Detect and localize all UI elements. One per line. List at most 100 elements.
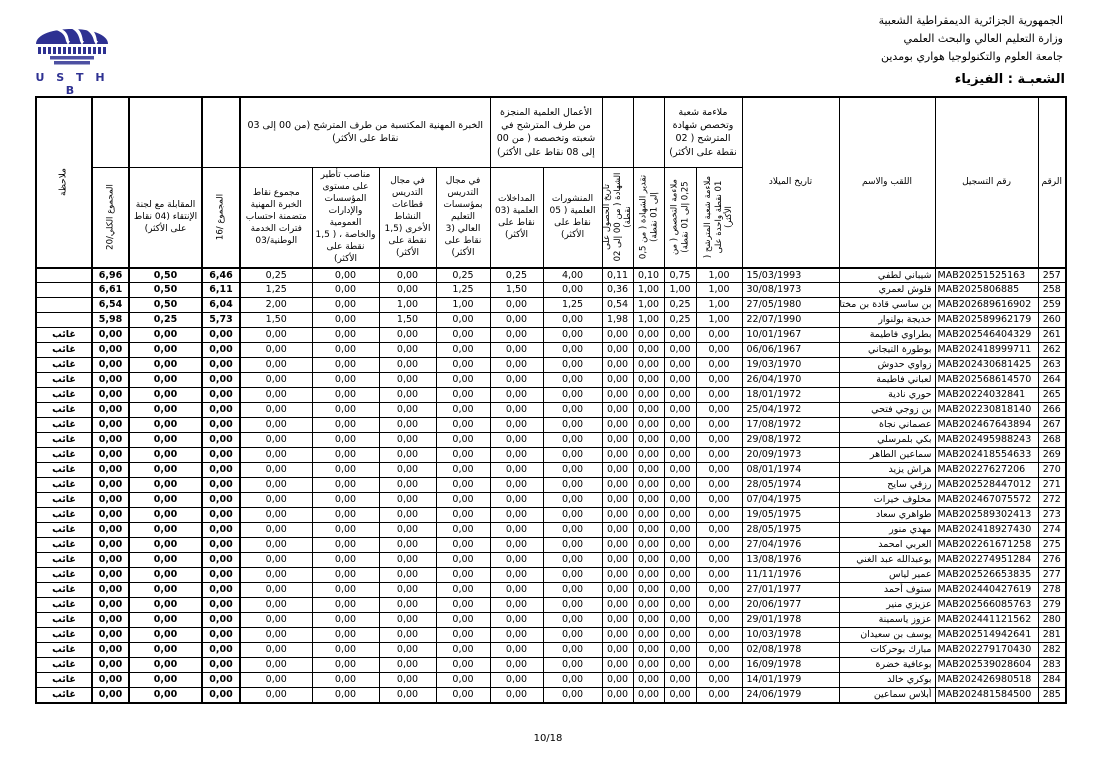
cell-note: غائب xyxy=(35,597,93,614)
cell-score: 0,00 xyxy=(378,657,437,674)
cell-score: 0,00 xyxy=(311,597,380,614)
cell-score: 0,00 xyxy=(239,672,313,689)
empty-header-degree-date xyxy=(601,96,634,168)
cell-num: 272 xyxy=(1037,492,1067,509)
cell-score: 0,00 xyxy=(239,567,313,584)
cell-total20: 0,00 xyxy=(91,567,130,584)
cell-score: 0,00 xyxy=(239,402,313,419)
cell-score: 0,00 xyxy=(489,567,544,584)
cell-score: 0,54 xyxy=(601,297,634,314)
cell-score: 1,25 xyxy=(435,282,491,299)
empty-header-degree-grade xyxy=(632,96,665,168)
cell-total16: 0,00 xyxy=(201,372,241,389)
cell-note: غائب xyxy=(35,477,93,494)
cell-total20: 0,00 xyxy=(91,612,130,629)
cell-score: 0,00 xyxy=(663,672,697,689)
cell-birth: 26/04/1970 xyxy=(741,372,840,389)
cell-interview: 0,00 xyxy=(128,492,203,509)
cell-reg: MAB202441121562 xyxy=(934,612,1039,629)
table-row: 282 MAB202279170430 مبارك بوحركات 02/08/197… xyxy=(35,642,1067,659)
cell-score: 0,00 xyxy=(378,522,437,539)
cell-interview: 0,00 xyxy=(128,627,203,644)
cell-score: 0,00 xyxy=(632,372,665,389)
cell-score: 0,00 xyxy=(601,567,634,584)
table-body: 257 MAB20251525163 شيباني لطفي 15/03/1993 1,… xyxy=(35,267,1067,704)
cell-score: 0,00 xyxy=(695,537,743,554)
cell-score: 0,00 xyxy=(663,627,697,644)
cell-score: 0,00 xyxy=(489,447,544,464)
cell-score: 0,00 xyxy=(632,582,665,599)
cell-score: 0,00 xyxy=(378,417,437,434)
cell-score: 0,00 xyxy=(311,507,380,524)
cell-score: 0,00 xyxy=(695,432,743,449)
cell-score: 0,00 xyxy=(632,447,665,464)
cell-name: مخلوف خيرات xyxy=(838,492,936,509)
cell-score: 0,00 xyxy=(239,492,313,509)
cell-score: 1,00 xyxy=(695,282,743,299)
cell-total16: 6,11 xyxy=(201,282,241,299)
cell-note: غائب xyxy=(35,627,93,644)
cell-note: غائب xyxy=(35,357,93,374)
cell-total16: 0,00 xyxy=(201,447,241,464)
cell-score: 0,00 xyxy=(435,447,491,464)
cell-score: 0,00 xyxy=(435,567,491,584)
cell-score: 0,00 xyxy=(239,462,313,479)
cell-interview: 0,00 xyxy=(128,477,203,494)
cell-score: 0,00 xyxy=(239,552,313,569)
cell-score: 0,36 xyxy=(601,282,634,299)
cell-note xyxy=(35,282,93,299)
cell-score: 0,00 xyxy=(311,447,380,464)
cell-total20: 0,00 xyxy=(91,657,130,674)
cell-score: 0,11 xyxy=(601,267,634,284)
cell-score: 0,00 xyxy=(695,507,743,524)
cell-score: 0,00 xyxy=(311,642,380,659)
cell-score: 0,00 xyxy=(489,522,544,539)
cell-score: 0,00 xyxy=(435,432,491,449)
col-header-degree-date: تاريخ الحصول على الشهادة ( من 00 إلى 02 … xyxy=(601,166,634,269)
table-row: 278 MAB202440427619 ستوف أحمد 27/01/1977 0,0… xyxy=(35,582,1067,599)
cell-birth: 06/06/1967 xyxy=(741,342,840,359)
cell-birth: 17/08/1972 xyxy=(741,417,840,434)
cell-birth: 29/08/1972 xyxy=(741,432,840,449)
cell-score: 0,00 xyxy=(695,357,743,374)
cell-interview: 0,00 xyxy=(128,447,203,464)
cell-score: 0,10 xyxy=(632,267,665,284)
cell-name: عمير لياس xyxy=(838,567,936,584)
cell-score: 0,00 xyxy=(542,597,603,614)
cell-name: مبارك بوحركات xyxy=(838,642,936,659)
cell-note: غائب xyxy=(35,327,93,344)
cell-note: غائب xyxy=(35,552,93,569)
cell-score: 0,00 xyxy=(601,552,634,569)
cell-score: 0,00 xyxy=(632,642,665,659)
cell-score: 0,00 xyxy=(542,372,603,389)
cell-num: 280 xyxy=(1037,612,1067,629)
cell-score: 0,00 xyxy=(601,642,634,659)
cell-score: 0,00 xyxy=(632,672,665,689)
cell-birth: 20/09/1973 xyxy=(741,447,840,464)
cell-score: 1,00 xyxy=(378,297,437,314)
cell-reg: MAB202467643894 xyxy=(934,417,1039,434)
cell-num: 277 xyxy=(1037,567,1067,584)
cell-note: غائب xyxy=(35,447,93,464)
cell-total16: 0,00 xyxy=(201,477,241,494)
cell-score: 0,00 xyxy=(542,657,603,674)
cell-num: 266 xyxy=(1037,402,1067,419)
cell-score: 1,00 xyxy=(632,282,665,299)
cell-interview: 0,00 xyxy=(128,582,203,599)
cell-score: 0,00 xyxy=(311,687,380,704)
cell-name: بوكري خالد xyxy=(838,672,936,689)
cell-score: 0,00 xyxy=(542,327,603,344)
cell-score: 0,00 xyxy=(239,627,313,644)
cell-score: 0,00 xyxy=(239,582,313,599)
cell-interview: 0,00 xyxy=(128,552,203,569)
cell-score: 0,00 xyxy=(435,627,491,644)
cell-score: 0,00 xyxy=(542,567,603,584)
cell-score: 0,00 xyxy=(663,462,697,479)
cell-score: 0,00 xyxy=(435,477,491,494)
cell-score: 0,00 xyxy=(695,687,743,704)
results-table: الرقم رقم التسجيل اللقب والاسم تاريخ الم… xyxy=(35,96,1068,704)
cell-total20: 0,00 xyxy=(91,687,130,704)
cell-score: 0,00 xyxy=(663,432,697,449)
cell-name: بكي بلمرسلي xyxy=(838,432,936,449)
cell-score: 0,00 xyxy=(663,687,697,704)
